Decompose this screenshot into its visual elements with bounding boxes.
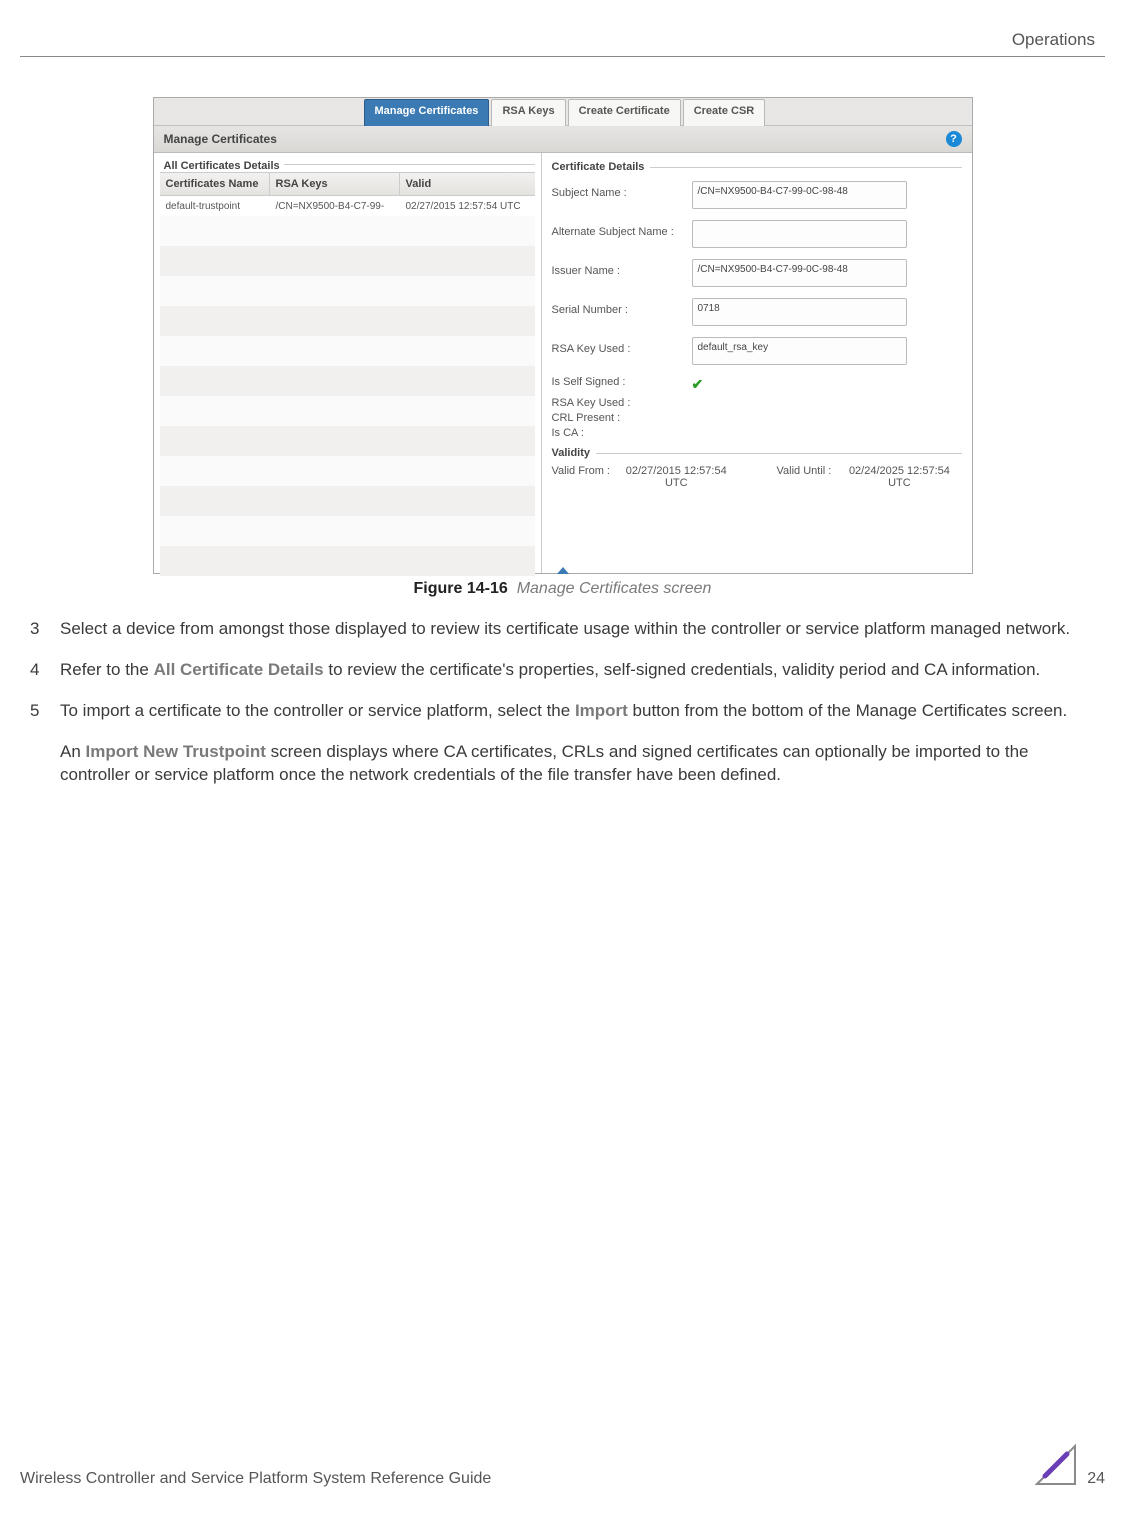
figure-title: Manage Certificates screen: [517, 580, 712, 597]
certificate-details-panel: Certificate Details Subject Name : Alter…: [542, 153, 972, 573]
rsa-key-field[interactable]: [692, 337, 907, 365]
grid-body: default-trustpoint /CN=NX9500-B4-C7-99- …: [160, 196, 535, 576]
grid-header: Certificates Name RSA Keys Valid: [160, 172, 535, 196]
validity-legend: Validity: [552, 447, 591, 459]
step-text: Select a device from amongst those displ…: [60, 618, 1095, 641]
rsa-key-used-2-label: RSA Key Used :: [552, 397, 962, 409]
check-icon: ✔: [692, 376, 704, 393]
subject-name-label: Subject Name :: [552, 181, 692, 199]
page-number: 24: [1087, 1470, 1105, 1488]
all-certificates-panel: All Certificates Details Certificates Na…: [154, 153, 542, 573]
help-icon[interactable]: ?: [946, 131, 962, 147]
page-footer: Wireless Controller and Service Platform…: [20, 1442, 1105, 1488]
tab-create-certificate[interactable]: Create Certificate: [568, 99, 681, 126]
tabs-row: Manage Certificates RSA Keys Create Cert…: [154, 98, 972, 126]
col-rsa-keys[interactable]: RSA Keys: [270, 173, 400, 195]
col-cert-name[interactable]: Certificates Name: [160, 173, 270, 195]
step-number: 4: [30, 659, 44, 682]
all-certs-legend: All Certificates Details: [160, 160, 284, 172]
tab-manage-certificates[interactable]: Manage Certificates: [364, 99, 490, 126]
footer-title: Wireless Controller and Service Platform…: [20, 1470, 491, 1488]
subheader-bar: Manage Certificates ?: [154, 126, 972, 153]
subheader-title: Manage Certificates: [164, 132, 277, 146]
screenshot-panel: Manage Certificates RSA Keys Create Cert…: [153, 97, 973, 574]
text-fragment: to review the certificate's properties, …: [324, 660, 1041, 679]
import-trustpoint-ref: Import New Trustpoint: [86, 742, 266, 761]
crl-present-label: CRL Present :: [552, 412, 962, 424]
figure-caption: Figure 14-16 Manage Certificates screen: [20, 580, 1105, 598]
step-number: 5: [30, 700, 44, 723]
tab-rsa-keys[interactable]: RSA Keys: [491, 99, 565, 126]
text-fragment: An: [60, 742, 86, 761]
text-fragment: button from the bottom of the Manage Cer…: [628, 701, 1067, 720]
step-text: Refer to the All Certificate Details to …: [60, 659, 1095, 682]
step-subtext: An Import New Trustpoint screen displays…: [60, 741, 1095, 787]
cert-details-legend: Certificate Details: [552, 161, 645, 173]
table-row[interactable]: default-trustpoint /CN=NX9500-B4-C7-99- …: [160, 196, 535, 216]
expand-arrow-icon[interactable]: [557, 567, 569, 574]
serial-number-field[interactable]: [692, 298, 907, 326]
header-rule: [20, 56, 1105, 57]
rsa-key-label: RSA Key Used :: [552, 337, 692, 355]
tab-create-csr[interactable]: Create CSR: [683, 99, 766, 126]
valid-until-value: 02/24/2025 12:57:54 UTC: [837, 465, 961, 489]
serial-number-label: Serial Number :: [552, 298, 692, 316]
all-cert-details-ref: All Certificate Details: [154, 660, 324, 679]
valid-from-value: 02/27/2015 12:57:54 UTC: [616, 465, 737, 489]
is-ca-label: Is CA :: [552, 427, 962, 439]
brand-logo-icon: [1033, 1442, 1079, 1488]
import-ref: Import: [575, 701, 628, 720]
cell-cert-name: default-trustpoint: [160, 199, 270, 214]
valid-from-label: Valid From :: [552, 465, 610, 489]
section-header: Operations: [20, 30, 1105, 56]
text-fragment: Refer to the: [60, 660, 154, 679]
cell-valid: 02/27/2015 12:57:54 UTC: [400, 199, 535, 214]
issuer-name-field[interactable]: [692, 259, 907, 287]
figure-number: Figure 14-16: [414, 580, 508, 597]
subject-name-field[interactable]: [692, 181, 907, 209]
step-text: To import a certificate to the controlle…: [60, 700, 1095, 723]
col-valid[interactable]: Valid: [400, 173, 535, 195]
step-number: 3: [30, 618, 44, 641]
text-fragment: To import a certificate to the controlle…: [60, 701, 575, 720]
alt-subject-label: Alternate Subject Name :: [552, 220, 692, 238]
instruction-list: 3 Select a device from amongst those dis…: [30, 618, 1095, 787]
alt-subject-field[interactable]: [692, 220, 907, 248]
valid-until-label: Valid Until :: [777, 465, 832, 489]
self-signed-label: Is Self Signed :: [552, 376, 692, 388]
cell-rsa-keys: /CN=NX9500-B4-C7-99-: [270, 199, 400, 214]
issuer-name-label: Issuer Name :: [552, 259, 692, 277]
